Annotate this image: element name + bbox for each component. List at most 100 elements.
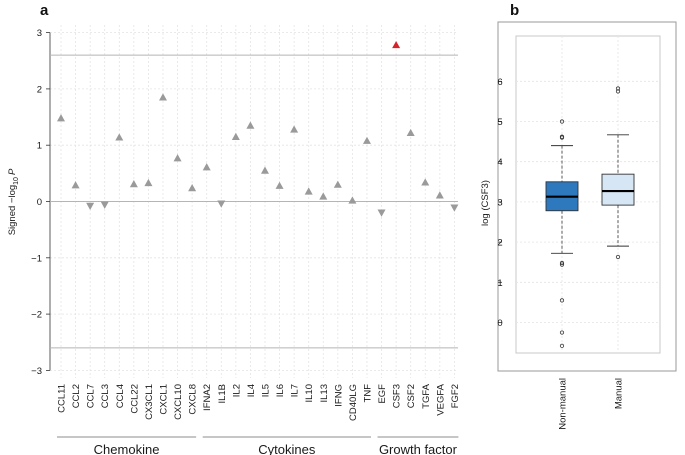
- b-y-tick-label: 6: [497, 77, 502, 88]
- a-y-axis-label-sub: 10: [13, 177, 20, 185]
- a-point-il10: [304, 187, 313, 195]
- a-point-fgf2: [450, 204, 459, 212]
- a-category-label: CXCL1: [158, 384, 169, 415]
- b-outlier-non-manual: [559, 119, 565, 124]
- a-point-ifng: [333, 180, 342, 188]
- a-category-label: IL2: [231, 384, 242, 397]
- a-category-label: CCL22: [129, 384, 140, 414]
- a-point-il5: [260, 166, 269, 174]
- a-reference-lines: [50, 54, 458, 349]
- a-category-label: IFNA2: [202, 384, 213, 411]
- a-point-il4: [246, 121, 255, 129]
- a-category-label: IL4: [246, 384, 257, 397]
- a-y-tick-label: 2: [37, 84, 42, 95]
- a-category-label: IL10: [304, 384, 315, 403]
- b-y-axis: 0 1 2 3 4 5 6: [497, 77, 502, 329]
- a-point-il6: [275, 181, 284, 189]
- a-y-tick-label: 0: [37, 197, 42, 208]
- a-point-ccl11: [57, 114, 65, 122]
- a-point-il2: [231, 132, 240, 140]
- b-outlier-non-manual: [559, 298, 565, 303]
- a-point-tgfa: [421, 178, 430, 186]
- a-point-tnf: [362, 136, 371, 144]
- a-group-labels: Chemokine Cytokines Growth factor: [57, 436, 459, 455]
- a-category-label: IFNG: [333, 384, 344, 407]
- a-category-label: EGF: [377, 384, 388, 404]
- a-category-label: CCL3: [100, 384, 111, 408]
- a-point-egf: [377, 209, 386, 217]
- a-category-label: CXCL10: [173, 384, 184, 420]
- a-category-label: IL6: [275, 384, 286, 397]
- a-y-tick-label: 3: [37, 28, 42, 39]
- a-category-label: CCL2: [71, 384, 82, 408]
- a-point-csf3: [392, 40, 401, 49]
- b-outlier-non-manual: [559, 343, 565, 348]
- b-y-tick-label: 3: [497, 197, 502, 208]
- a-category-label: CXCL8: [188, 384, 199, 415]
- panel-label-a: a: [40, 2, 49, 19]
- b-y-axis-label: log (CSF3): [480, 180, 491, 226]
- a-point-cxcl10: [173, 154, 182, 162]
- a-category-label: IL7: [290, 384, 301, 397]
- a-y-axis: 3 2 1 0 −1 −2 −3: [31, 28, 51, 377]
- b-category-labels: Non-manual Manual: [558, 378, 625, 430]
- b-outlier-manual: [615, 254, 621, 260]
- b-plot-frame: [515, 35, 661, 354]
- a-category-label: IL5: [260, 384, 271, 397]
- b-category-label: Manual: [614, 378, 625, 409]
- b-grid: [497, 21, 677, 372]
- a-y-tick-label: −2: [31, 310, 42, 321]
- a-y-tick-label: −1: [31, 253, 42, 264]
- a-y-axis-label-prefix: Signed −log: [7, 185, 18, 235]
- a-category-label: TNF: [362, 384, 373, 403]
- a-point-il7: [290, 125, 299, 133]
- a-point-ccl7: [86, 202, 95, 211]
- a-y-axis-label-italic: P: [7, 168, 18, 175]
- b-outlier-non-manual: [559, 330, 565, 335]
- a-category-label: CD40LG: [348, 384, 359, 421]
- a-point-csf2: [406, 128, 415, 137]
- a-point-il1b: [217, 200, 226, 208]
- a-group-label: Chemokine: [94, 442, 160, 455]
- a-point-ccl2: [71, 181, 80, 189]
- a-point-vegfa: [435, 191, 444, 199]
- a-point-cd40lg: [348, 196, 357, 204]
- a-category-label: TGFA: [421, 383, 432, 408]
- a-point-ccl4: [115, 133, 124, 141]
- a-category-label: FGF2: [450, 384, 461, 408]
- a-y-axis-label: Signed −log10 P: [7, 168, 20, 235]
- a-point-ccl3: [100, 201, 109, 209]
- panel-label-b: b: [510, 2, 519, 19]
- b-outer-frame: [497, 21, 677, 372]
- b-boxes: [545, 86, 635, 348]
- b-y-tick-label: 0: [497, 318, 502, 329]
- chart-b: 0 1 2 3 4 5 6 Non-manual Manual log (CSF3): [480, 21, 677, 430]
- b-category-label: Non-manual: [558, 378, 569, 430]
- b-y-tick-label: 2: [497, 238, 502, 249]
- a-category-label: CCL4: [115, 384, 126, 408]
- a-y-tick-label: −3: [31, 366, 42, 377]
- a-category-label: CX3CL1: [144, 384, 155, 420]
- a-category-label: VEGFA: [435, 383, 446, 415]
- a-category-label: CSF3: [392, 384, 403, 408]
- b-outlier-non-manual: [559, 260, 565, 266]
- a-y-tick-label: 1: [37, 141, 42, 152]
- b-outlier-manual: [615, 86, 621, 91]
- b-outlier-manual: [615, 89, 621, 94]
- a-point-cxcl8: [188, 183, 197, 192]
- a-point-ccl22: [129, 180, 138, 188]
- b-y-tick-label: 5: [497, 117, 502, 128]
- a-category-label: CSF2: [406, 384, 417, 408]
- b-outlier-non-manual: [559, 262, 565, 267]
- a-category-label: IL13: [319, 384, 330, 403]
- a-point-cx3cl1: [144, 178, 153, 187]
- a-point-ifna2: [202, 163, 211, 171]
- a-category-label: CCL11: [57, 384, 68, 413]
- a-category-labels: CCL11 CCL2 CCL7 CCL3 CCL4 CCL22 CX3CL1 CXCL1 CXC…: [57, 383, 461, 421]
- a-point-cxcl1: [158, 93, 167, 101]
- b-y-tick-label: 4: [497, 157, 502, 168]
- a-category-label: IL1B: [217, 384, 228, 404]
- b-y-tick-label: 1: [497, 278, 502, 289]
